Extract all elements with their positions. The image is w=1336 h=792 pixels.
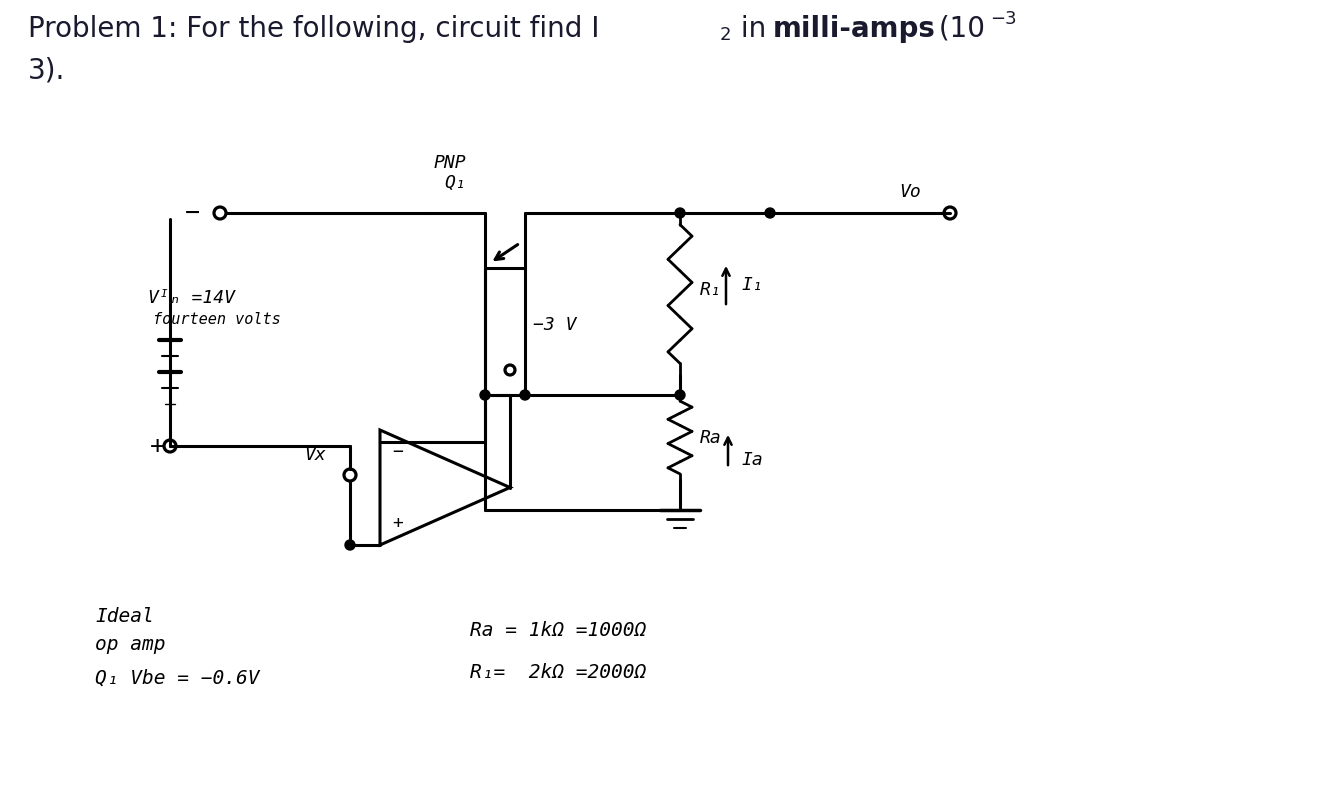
Text: −: − <box>393 443 403 461</box>
Text: R₁: R₁ <box>700 281 721 299</box>
Text: (10: (10 <box>930 15 985 43</box>
Text: Q₁: Q₁ <box>444 174 466 192</box>
Circle shape <box>480 390 490 400</box>
Text: in: in <box>732 15 775 43</box>
Text: +: + <box>393 514 403 532</box>
Text: −3: −3 <box>990 10 1017 28</box>
Text: Ra = 1kΩ =1000Ω: Ra = 1kΩ =1000Ω <box>470 620 647 639</box>
Text: −: − <box>184 201 199 225</box>
Circle shape <box>520 390 530 400</box>
Text: 3).: 3). <box>28 57 65 85</box>
Text: Vᴵₙ =14V: Vᴵₙ =14V <box>148 289 235 307</box>
Text: Ra: Ra <box>700 429 721 447</box>
Circle shape <box>675 390 685 400</box>
Text: Problem 1: For the following, circuit find I: Problem 1: For the following, circuit fi… <box>28 15 600 43</box>
Text: R₁=  2kΩ =2000Ω: R₁= 2kΩ =2000Ω <box>470 664 647 683</box>
Text: PNP: PNP <box>434 154 466 172</box>
Text: 2: 2 <box>720 26 732 44</box>
Text: +: + <box>150 434 164 458</box>
Text: op amp: op amp <box>95 635 166 654</box>
Text: Ia: Ia <box>741 451 763 469</box>
Text: milli-amps: milli-amps <box>774 15 937 43</box>
Text: fourteen volts: fourteen volts <box>154 313 281 328</box>
Text: Ideal: Ideal <box>95 607 154 626</box>
Text: I₁: I₁ <box>741 276 763 294</box>
Circle shape <box>766 208 775 218</box>
Circle shape <box>675 208 685 218</box>
Text: Q₁ Vbe = −0.6V: Q₁ Vbe = −0.6V <box>95 668 259 687</box>
Text: Vo: Vo <box>899 183 921 201</box>
Circle shape <box>345 540 355 550</box>
Text: −3 V: −3 V <box>533 316 577 334</box>
Text: Vx: Vx <box>305 446 326 464</box>
